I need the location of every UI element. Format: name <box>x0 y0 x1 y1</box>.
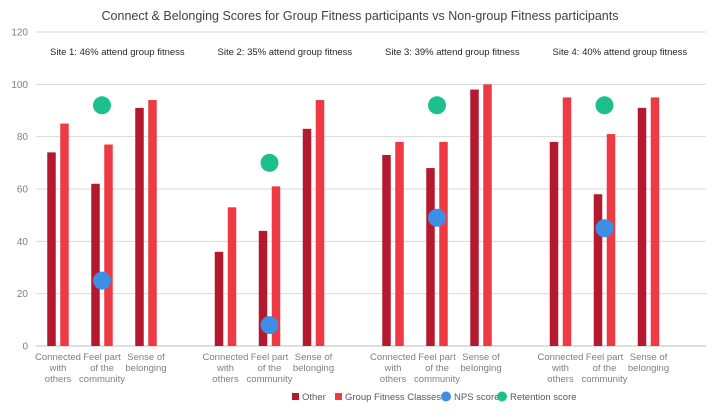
nps-score-marker <box>428 208 446 227</box>
bar-other <box>214 251 224 346</box>
bar-group-fitness <box>395 141 404 346</box>
x-tick-label: community <box>414 374 460 385</box>
chart-title: Connect & Belonging Scores for Group Fit… <box>102 9 619 23</box>
x-tick-label: of the <box>425 363 449 374</box>
site-group: Site 4: 40% attend group fitness Connecte… <box>538 47 688 385</box>
retention-score-marker <box>428 96 446 115</box>
bar-other <box>470 89 479 347</box>
bar-other <box>637 107 647 346</box>
site-label: Site 4: 40% attend group fitness <box>553 47 688 58</box>
bar-other <box>593 194 603 346</box>
bar-other <box>549 141 559 346</box>
retention-score-marker <box>595 96 614 115</box>
x-tick-label: Connected <box>203 352 249 363</box>
bar-group-fitness <box>562 97 572 347</box>
y-tick-label: 0 <box>22 342 28 353</box>
nps-score-marker <box>260 316 279 335</box>
nps-score-marker <box>595 219 614 238</box>
x-tick-label: Sense of <box>127 352 165 363</box>
bar-group-fitness <box>606 134 616 346</box>
x-tick-label: with <box>551 363 569 374</box>
site-label: Site 1: 46% attend group fitness <box>50 47 185 58</box>
y-tick-label: 60 <box>17 185 29 196</box>
bar-group-fitness <box>315 100 325 347</box>
x-tick-label: Connected <box>35 352 81 363</box>
x-tick-label: community <box>247 374 293 385</box>
x-tick-label: others <box>45 374 72 385</box>
retention-score-marker <box>260 153 279 172</box>
retention-score-marker <box>93 96 111 115</box>
legend-swatch-nps <box>441 391 451 402</box>
site-label: Site 2: 35% attend group fitness <box>218 47 353 58</box>
bar-other <box>426 168 435 346</box>
x-tick-label: of the <box>258 363 282 374</box>
bar-group-fitness <box>104 144 113 346</box>
bar-other <box>135 107 144 346</box>
x-tick-label: with <box>216 363 234 374</box>
y-tick-label: 120 <box>11 28 28 39</box>
x-tick-label: Feel part <box>586 352 624 363</box>
y-tick-label: 100 <box>11 80 28 91</box>
nps-score-marker <box>93 271 111 290</box>
y-tick-label: 20 <box>17 289 29 300</box>
bar-other <box>91 183 100 346</box>
x-tick-label: Feel part <box>83 352 121 363</box>
x-tick-label: with <box>49 363 67 374</box>
plot-area: Site 1: 46% attend group fitness Connecte… <box>35 47 687 385</box>
bar-other <box>258 230 268 346</box>
x-tick-label: Feel part <box>418 352 456 363</box>
bar-group-fitness <box>650 97 660 347</box>
x-tick-label: community <box>79 374 125 385</box>
bar-group-fitness <box>271 186 281 346</box>
y-tick-label: 40 <box>17 237 29 248</box>
x-tick-label: of the <box>90 363 114 374</box>
x-tick-label: Sense of <box>630 352 668 363</box>
bar-group-fitness <box>227 207 237 346</box>
legend: Other Group Fitness Classes NPS score Reten… <box>292 391 577 403</box>
bar-group-fitness <box>60 123 69 346</box>
site-group: Site 3: 39% attend group fitness Connecte… <box>370 47 520 385</box>
x-tick-label: Feel part <box>251 352 289 363</box>
legend-label-group-fitness: Group Fitness Classes <box>345 392 441 403</box>
y-tick-label: 80 <box>17 132 29 143</box>
x-tick-label: others <box>547 374 574 385</box>
site-group: Site 2: 35% attend group fitness Connecte… <box>203 47 353 385</box>
legend-swatch-retention <box>497 391 507 402</box>
x-tick-label: belonging <box>125 363 166 374</box>
x-tick-label: others <box>380 374 407 385</box>
bar-group-fitness <box>483 84 492 346</box>
x-tick-label: belonging <box>293 363 334 374</box>
bar-other <box>302 128 312 346</box>
legend-label-other: Other <box>302 392 326 403</box>
legend-swatch-group-fitness <box>335 393 342 400</box>
x-tick-label: Sense of <box>462 352 500 363</box>
x-tick-label: Connected <box>538 352 584 363</box>
site-group: Site 1: 46% attend group fitness Connecte… <box>35 47 185 385</box>
x-tick-label: of the <box>593 363 617 374</box>
legend-label-retention: Retention score <box>510 392 577 403</box>
legend-label-nps: NPS score <box>454 392 499 403</box>
x-tick-label: belonging <box>460 363 501 374</box>
bar-group-fitness <box>439 141 448 346</box>
x-tick-label: Sense of <box>295 352 333 363</box>
bar-other <box>382 154 391 346</box>
legend-swatch-other <box>292 393 299 400</box>
x-tick-label: with <box>384 363 402 374</box>
x-tick-label: others <box>212 374 239 385</box>
site-label: Site 3: 39% attend group fitness <box>385 47 520 58</box>
x-tick-label: Connected <box>370 352 416 363</box>
bar-other <box>47 152 56 346</box>
x-tick-label: community <box>582 374 628 385</box>
bar-group-fitness <box>148 100 157 347</box>
x-tick-label: belonging <box>628 363 669 374</box>
